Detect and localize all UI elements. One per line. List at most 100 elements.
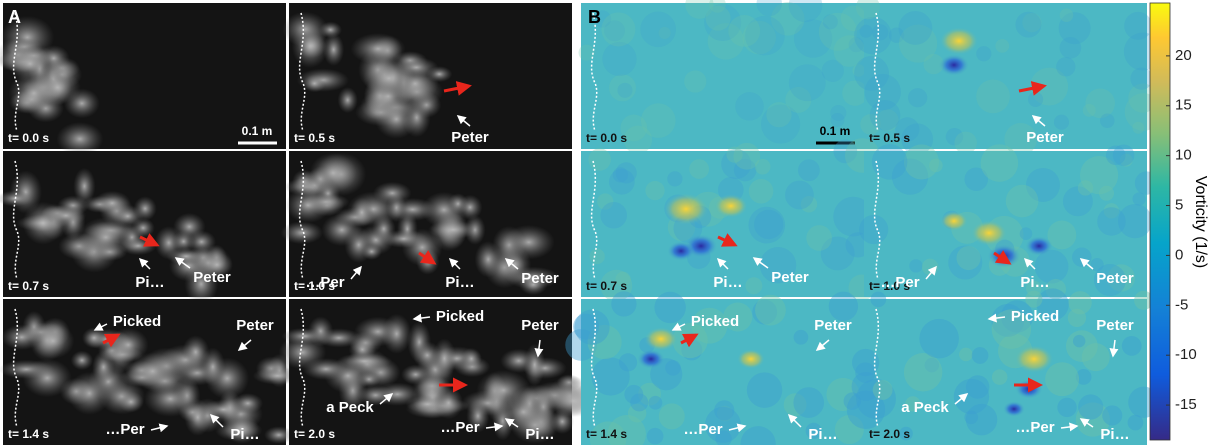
panel-label: B [588,7,601,27]
frame: t= 1.4 s Picked Peter …Per Pi… [565,291,864,445]
smoke [133,196,157,221]
time-label: t= 0.0 s [586,131,627,145]
field-texture [1057,397,1077,418]
field-texture [754,209,784,240]
field-texture [1085,88,1115,119]
field-texture [1034,249,1069,284]
field-texture [770,2,805,36]
vortex [1025,236,1053,256]
smoke [8,71,60,115]
field-texture [756,0,782,17]
field-texture [1127,414,1144,431]
field-texture [1072,247,1092,268]
annotation-arrow [925,265,937,280]
field-texture [976,79,1010,114]
field-texture [601,12,636,47]
colorbar [1149,2,1171,441]
field-texture [1045,278,1067,300]
smoke [117,391,144,413]
annotation: Picked [1011,308,1059,325]
field-texture [953,378,990,415]
annotation-arrow [815,339,830,351]
flow-arrow [418,250,437,265]
frame: t= 2.0 s Picked Peter a Peck …Per Pi… [278,299,601,445]
field-texture [733,158,757,182]
time-label: t= 2.0 s [294,427,335,441]
field-texture [828,291,859,321]
field-texture [1082,103,1096,117]
field-texture [594,10,612,28]
smoke [31,322,75,359]
scale-bar-label: 0.1 m [820,124,851,138]
field-texture [851,372,881,401]
field-texture [1062,186,1093,217]
field-texture [1058,12,1091,45]
field-texture [1047,220,1077,250]
annotation: …Per [880,274,919,291]
time-label: t= 2.0 s [869,427,910,441]
field-texture [899,426,913,441]
field-texture [924,357,940,373]
field-texture [624,384,644,404]
smoke [394,57,439,78]
field-texture [971,347,989,364]
annotation: Peter [1096,270,1134,287]
vortex [714,194,748,218]
smoke [70,350,94,371]
field-texture [704,406,741,443]
field-texture [948,245,983,280]
annotation-arrow [987,313,1006,323]
field-texture [691,307,728,344]
field-texture [1068,291,1092,315]
smoke [56,122,104,156]
flow-arrow [102,333,121,348]
field-texture [645,180,665,201]
annotation: Peter [771,269,809,286]
smoke [350,33,406,65]
field-texture [715,430,732,445]
field-texture [959,347,973,362]
field-texture [704,4,742,42]
annotation: …Per [105,421,144,438]
field-texture [964,410,979,425]
smoke [45,204,87,227]
field-texture [665,360,681,376]
annotation-arrow [752,257,769,269]
smoke [281,327,327,345]
frame-background [581,299,864,445]
smoke [427,220,479,240]
field-texture [721,148,752,180]
frame-background [864,151,1147,297]
field-texture [1078,394,1104,420]
frame: t= 0.7 s Pi… Peter [0,151,286,306]
annotation: Peter [814,317,852,334]
annotation-arrow [1109,339,1119,358]
field-texture [630,393,649,412]
field-texture [855,0,880,20]
frame: t= 1.0 s…Per Pi… Peter [280,151,572,297]
field-texture [573,313,600,340]
field-texture [1005,184,1039,218]
annotation-arrow [209,413,224,428]
field-texture [1130,67,1153,90]
smoke [78,217,134,258]
field-texture [821,59,844,83]
field-texture [830,104,847,121]
smoke [285,187,331,223]
field-texture [1025,290,1043,308]
colorbar-tick-label: -10 [1175,346,1197,363]
field-texture [620,114,648,142]
time-label: t= 0.0 s [8,131,49,145]
field-texture [1053,114,1070,130]
field-texture [640,11,676,48]
smoke [303,74,326,93]
field-texture [956,245,981,271]
smoke [166,247,206,266]
smoke [524,343,546,386]
annotation: Pi… [525,426,554,443]
field-texture [903,144,940,180]
smoke [0,190,34,207]
smoke [413,341,442,370]
annotation-arrow [1060,422,1079,432]
